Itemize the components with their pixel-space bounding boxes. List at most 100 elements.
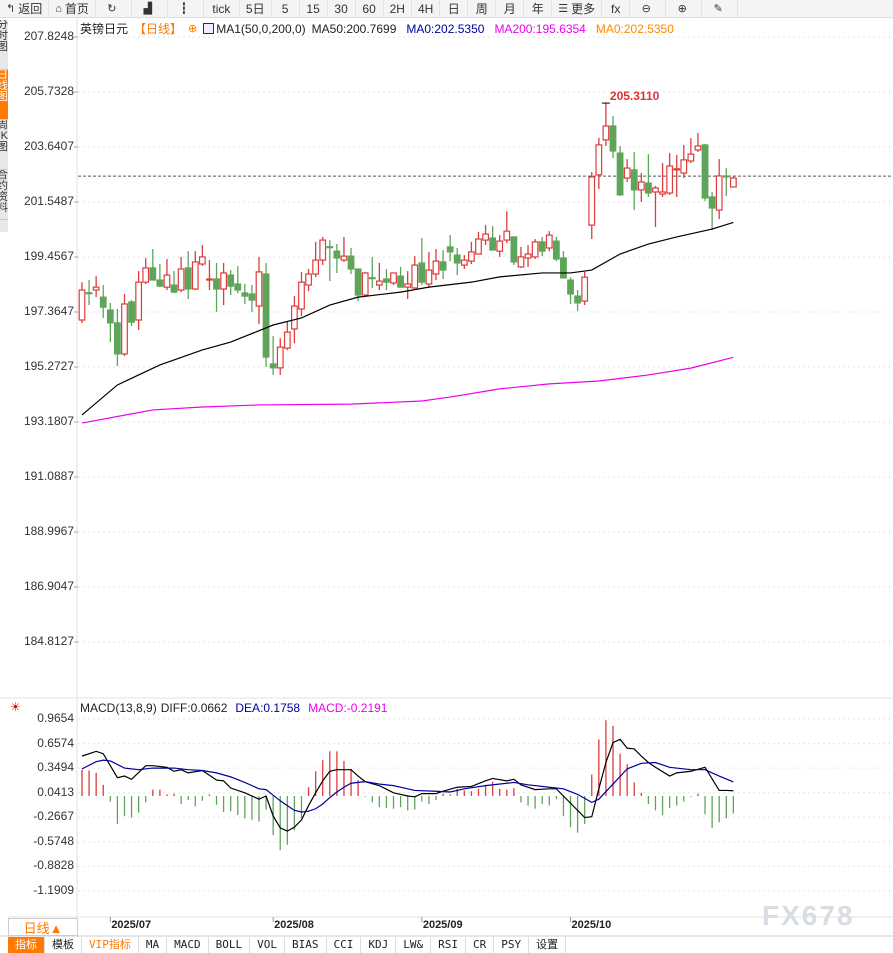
- toolbar-label: tick: [212, 1, 231, 16]
- candle: [163, 259, 171, 291]
- toolbar-label: 日: [447, 2, 460, 16]
- sidebar-tab-2[interactable]: 周K图: [0, 120, 8, 170]
- candle: [453, 247, 461, 276]
- candle: [177, 256, 185, 293]
- toolbar-button-2H[interactable]: 2H: [384, 0, 412, 17]
- candle: [184, 251, 192, 299]
- candle: [630, 152, 638, 211]
- settings-icon[interactable]: ⊕: [188, 23, 198, 35]
- candle-body: [701, 144, 709, 199]
- period-selector[interactable]: 日线▲: [8, 918, 78, 936]
- candle: [135, 271, 143, 331]
- candle-body: [361, 272, 369, 296]
- toolbar-button-5日[interactable]: 5日: [240, 0, 272, 17]
- candle: [680, 144, 688, 179]
- toolbar-button-周[interactable]: 周: [468, 0, 497, 17]
- candle-body: [510, 236, 518, 263]
- candle-body: [220, 272, 228, 290]
- toolbar-button-pen[interactable]: ✎: [702, 0, 739, 17]
- toolbar-button-年[interactable]: 年: [524, 0, 553, 17]
- toolbar-button-更多[interactable]: ☰ 更多: [552, 0, 603, 17]
- candle: [333, 244, 341, 273]
- indicator-tab[interactable]: VOL: [250, 937, 285, 953]
- candle: [687, 138, 695, 164]
- indicator-name: MA1(50,0,200,0): [216, 21, 306, 36]
- indicator-tab[interactable]: 指标: [8, 937, 45, 953]
- candle-body: [496, 240, 504, 252]
- indicator-tab[interactable]: PSY: [494, 937, 530, 953]
- sidebar-tab-1[interactable]: 日线图: [0, 70, 8, 120]
- macd-tick-label: 0.6574: [37, 735, 74, 750]
- toolbar-button-日[interactable]: 日: [440, 0, 469, 17]
- candle-body: [128, 301, 135, 323]
- toolbar-label: 周: [475, 2, 488, 16]
- candle-body: [276, 346, 284, 369]
- toolbar-button-tick[interactable]: tick: [204, 0, 240, 17]
- toolbar-label: 5日: [245, 2, 265, 16]
- sidebar-tab-0[interactable]: 分时图: [0, 20, 8, 70]
- sidebar-tab-3[interactable]: 合约资料: [0, 170, 8, 220]
- candle: [262, 262, 270, 368]
- macd-tick-label: -0.5748: [33, 833, 74, 848]
- candle: [291, 296, 298, 344]
- indicator-tab[interactable]: CR: [466, 937, 495, 953]
- toolbar-button-返回[interactable]: ↰ 返回: [0, 0, 50, 17]
- candle: [397, 266, 404, 288]
- candle-body: [354, 268, 362, 296]
- toolbar-button-4H[interactable]: 4H: [412, 0, 441, 17]
- toolbar-button-15[interactable]: 15: [300, 0, 328, 17]
- macd-tick-label: 0.9654: [37, 711, 74, 725]
- ma200-line: [81, 356, 734, 424]
- candle: [220, 262, 228, 306]
- indicator-icon[interactable]: [203, 23, 215, 34]
- candle: [552, 236, 560, 262]
- candle-body: [298, 281, 305, 310]
- macd-settings-icon[interactable]: ☀: [10, 700, 21, 714]
- candle: [595, 137, 603, 190]
- toolbar-label: 更多: [571, 2, 596, 16]
- candle: [113, 308, 121, 367]
- candle: [248, 285, 256, 312]
- price-tick-label: 207.8248: [23, 29, 74, 43]
- toolbar-button-首页[interactable]: ⌂ 首页: [49, 0, 96, 17]
- toolbar-button-refresh[interactable]: ↻: [96, 0, 132, 17]
- toolbar-button-bar-chart[interactable]: ▟: [132, 0, 168, 17]
- candle: [659, 163, 666, 197]
- toolbar-button-月[interactable]: 月: [496, 0, 525, 17]
- candle-body: [581, 276, 589, 302]
- toolbar-button-candlestick[interactable]: ┇: [168, 0, 204, 17]
- indicator-tab[interactable]: 模板: [45, 937, 82, 953]
- toolbar-button-30[interactable]: 30: [328, 0, 356, 17]
- toolbar: ↰ 返回 ⌂ 首页 ↻ ▟ ┇ tick 5日 5 15 30 60 2H 4H 日周月年 ☰ 更多 fx ⊖ ⊕ ✎: [0, 0, 893, 18]
- indicator-tab[interactable]: MACD: [167, 937, 209, 953]
- toolbar-label: 2H: [389, 1, 405, 16]
- toolbar-button-5[interactable]: 5: [272, 0, 300, 17]
- menu-icon: ☰: [558, 3, 569, 15]
- indicator-tab[interactable]: KDJ: [361, 937, 397, 953]
- candle-body: [517, 256, 525, 268]
- candle-body: [637, 181, 645, 191]
- indicator-tab[interactable]: VIP指标: [82, 937, 139, 953]
- toolbar-button-zoom-in[interactable]: ⊕: [666, 0, 703, 17]
- candle-body: [609, 125, 617, 152]
- indicator-tab[interactable]: 设置: [529, 937, 567, 953]
- candle: [560, 251, 567, 279]
- indicator-tab[interactable]: RSI: [431, 937, 466, 953]
- candle-body: [283, 331, 291, 349]
- toolbar-button-fx[interactable]: fx: [602, 0, 631, 17]
- watermark-logo: FX678: [762, 900, 855, 931]
- toolbar-button-zoom-out[interactable]: ⊖: [630, 0, 667, 17]
- indicator-tab[interactable]: LW&: [396, 937, 432, 953]
- diff-line: [81, 738, 734, 832]
- indicator-tab[interactable]: CCI: [327, 937, 362, 953]
- indicator-tab[interactable]: BIAS: [285, 937, 327, 953]
- indicator-tab[interactable]: MA: [139, 937, 168, 953]
- candle: [191, 251, 199, 291]
- candle-body: [680, 159, 688, 174]
- candle: [142, 257, 150, 284]
- candle: [468, 241, 475, 265]
- refresh-icon: ↻: [107, 3, 117, 15]
- indicator-tab[interactable]: BOLL: [209, 937, 251, 953]
- toolbar-button-60[interactable]: 60: [356, 0, 384, 17]
